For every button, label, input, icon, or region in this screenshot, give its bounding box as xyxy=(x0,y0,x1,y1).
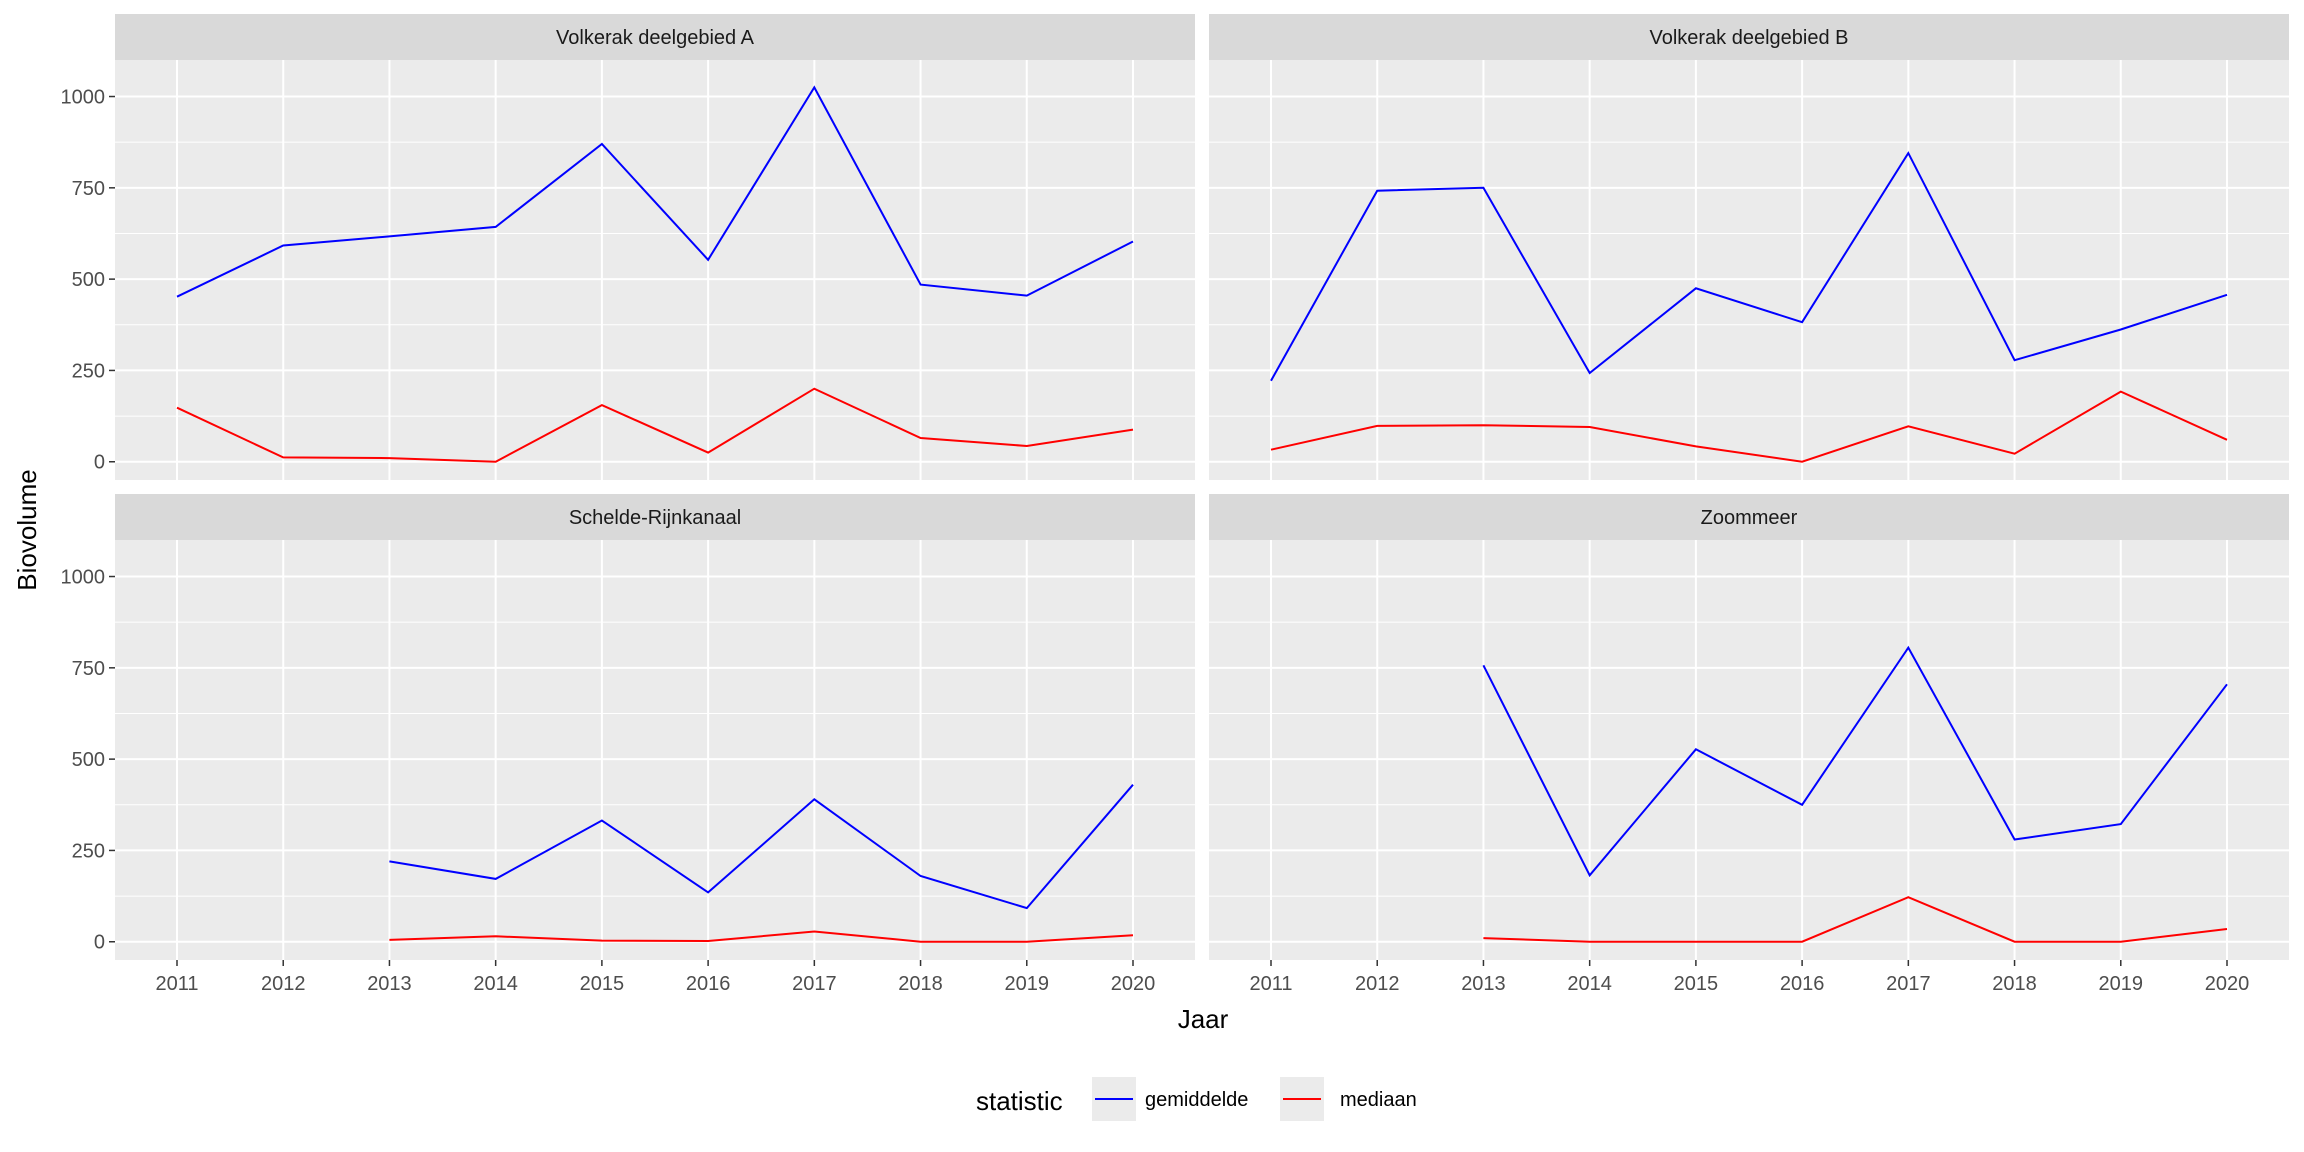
x-tick-label: 2019 xyxy=(1005,973,1050,995)
legend-title: statistic xyxy=(976,1086,1063,1116)
panel-background xyxy=(115,60,1195,480)
x-tick-label: 2015 xyxy=(1674,973,1719,995)
series-line-gemiddelde-zoommeer xyxy=(1482,645,2228,878)
series-line-mediaan-volkerak-deelgebied-a xyxy=(176,387,1134,463)
legend: statistic gemiddelde mediaan xyxy=(976,1077,1417,1121)
y-tick-label: 500 xyxy=(72,269,105,291)
panel-title: Volkerak deelgebied A xyxy=(556,27,755,49)
panel-strip xyxy=(1209,14,2289,60)
x-tick-label: 2012 xyxy=(1355,973,1400,995)
panel-title: Schelde-Rijnkanaal xyxy=(569,507,741,529)
x-tick-label: 2014 xyxy=(473,973,518,995)
y-tick-label: 250 xyxy=(72,840,105,862)
panel-volkerak-deelgebied-b: Volkerak deelgebied B xyxy=(1209,14,2289,480)
x-tick-label: 2018 xyxy=(898,973,943,995)
x-tick-label: 2020 xyxy=(1111,973,1156,995)
y-tick-label: 750 xyxy=(72,178,105,200)
panel-strip xyxy=(1209,494,2289,540)
y-tick-label: 750 xyxy=(72,658,105,680)
x-tick-label: 2013 xyxy=(1461,973,1506,995)
x-tick-label: 2011 xyxy=(155,973,198,995)
panel-volkerak-deelgebied-a: Volkerak deelgebied A xyxy=(115,14,1195,480)
x-tick-label: 2017 xyxy=(1886,973,1931,995)
y-tick-label: 250 xyxy=(72,360,105,382)
x-tick-label: 2016 xyxy=(1780,973,1825,995)
series-line-gemiddelde-volkerak-deelgebied-a xyxy=(176,85,1134,298)
series-line-gemiddelde-volkerak-deelgebied-b xyxy=(1270,151,2228,382)
x-tick-label: 2018 xyxy=(1992,973,2037,995)
y-tick-label: 1000 xyxy=(61,567,106,589)
y-tick-label: 500 xyxy=(72,749,105,771)
panels-layer: Volkerak deelgebied A Volkerak deelgebied… xyxy=(115,14,2289,960)
panel-background xyxy=(1209,60,2289,480)
y-tick-label: 0 xyxy=(94,452,105,474)
legend-label-mediaan: mediaan xyxy=(1340,1089,1417,1111)
x-tick-label: 2019 xyxy=(2099,973,2144,995)
y-axis-title: Biovolume xyxy=(12,469,42,590)
y-tick-label: 0 xyxy=(94,932,105,954)
x-tick-label: 2020 xyxy=(2205,973,2250,995)
x-tick-label: 2011 xyxy=(1249,973,1292,995)
axes-layer: 0 250 500 750 1000 0 250 500 750 1000 2011 2012 2013… xyxy=(61,87,2250,995)
panel-schelde-rijnkanaal: Schelde-Rijnkanaal xyxy=(115,494,1195,960)
x-tick-label: 2016 xyxy=(686,973,731,995)
x-tick-label: 2017 xyxy=(792,973,837,995)
panel-title: Zoommeer xyxy=(1701,507,1798,529)
panel-background xyxy=(115,540,1195,960)
x-tick-label: 2015 xyxy=(580,973,625,995)
panel-background xyxy=(1209,540,2289,960)
series-line-gemiddelde-schelde-rijnkanaal xyxy=(389,784,1134,910)
x-tick-label: 2012 xyxy=(261,973,306,995)
series-line-mediaan-zoommeer xyxy=(1483,896,2228,943)
series-line-mediaan-volkerak-deelgebied-b xyxy=(1270,390,2228,463)
x-axis-title: Jaar xyxy=(1178,1004,1229,1034)
x-tick-label: 2014 xyxy=(1567,973,1612,995)
y-tick-label: 1000 xyxy=(61,87,106,109)
x-tick-label: 2013 xyxy=(367,973,412,995)
panel-title: Volkerak deelgebied B xyxy=(1649,27,1848,49)
legend-label-gemiddelde: gemiddelde xyxy=(1145,1089,1248,1111)
series-line-mediaan-schelde-rijnkanaal xyxy=(389,930,1134,943)
panel-zoommeer: Zoommeer xyxy=(1209,494,2289,960)
panel-strip xyxy=(115,14,1195,60)
panel-strip xyxy=(115,494,1195,540)
